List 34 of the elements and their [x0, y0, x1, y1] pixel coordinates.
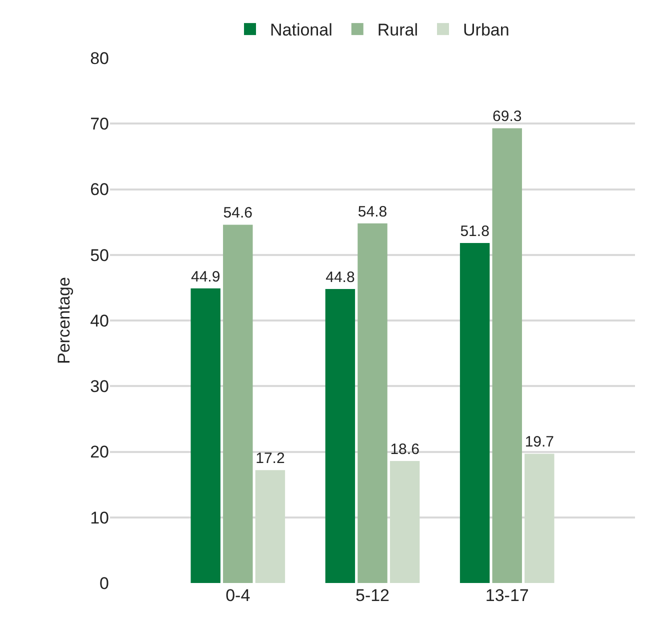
bar — [492, 128, 522, 583]
x-tick-label: 5-12 — [355, 586, 390, 605]
bar — [524, 454, 554, 583]
x-tick-label: 0-4 — [226, 586, 250, 605]
data-label: 17.2 — [256, 450, 285, 468]
data-label: 51.8 — [460, 223, 490, 240]
bar — [460, 243, 490, 583]
bar — [190, 288, 220, 583]
legend-label: Urban — [463, 20, 510, 40]
x-tick-label: 13-17 — [485, 586, 529, 605]
y-tick-label: 70 — [90, 114, 109, 134]
data-label: 54.6 — [223, 204, 252, 222]
y-tick-label: 50 — [90, 246, 109, 265]
data-label: 54.8 — [358, 203, 388, 220]
bar — [390, 460, 420, 583]
y-tick-label: 0 — [100, 574, 109, 593]
legend-label: National — [270, 20, 332, 40]
data-label: 44.9 — [190, 268, 220, 286]
y-tick-label: 30 — [90, 377, 109, 396]
y-tick-label: 20 — [90, 442, 109, 462]
bar — [255, 470, 286, 583]
bar — [223, 224, 253, 583]
legend-label: Rural — [377, 20, 418, 40]
y-tick-label: 60 — [90, 180, 109, 200]
y-tick-label: 80 — [90, 48, 109, 68]
bar — [325, 289, 356, 583]
y-axis-title: Percentage — [54, 277, 74, 364]
data-label: 69.3 — [492, 108, 522, 126]
data-label: 19.7 — [524, 434, 554, 451]
bar — [358, 223, 388, 583]
y-tick-label: 40 — [90, 311, 109, 330]
data-label: 18.6 — [390, 440, 420, 458]
data-label: 44.8 — [326, 269, 355, 286]
y-tick-label: 10 — [90, 508, 109, 528]
